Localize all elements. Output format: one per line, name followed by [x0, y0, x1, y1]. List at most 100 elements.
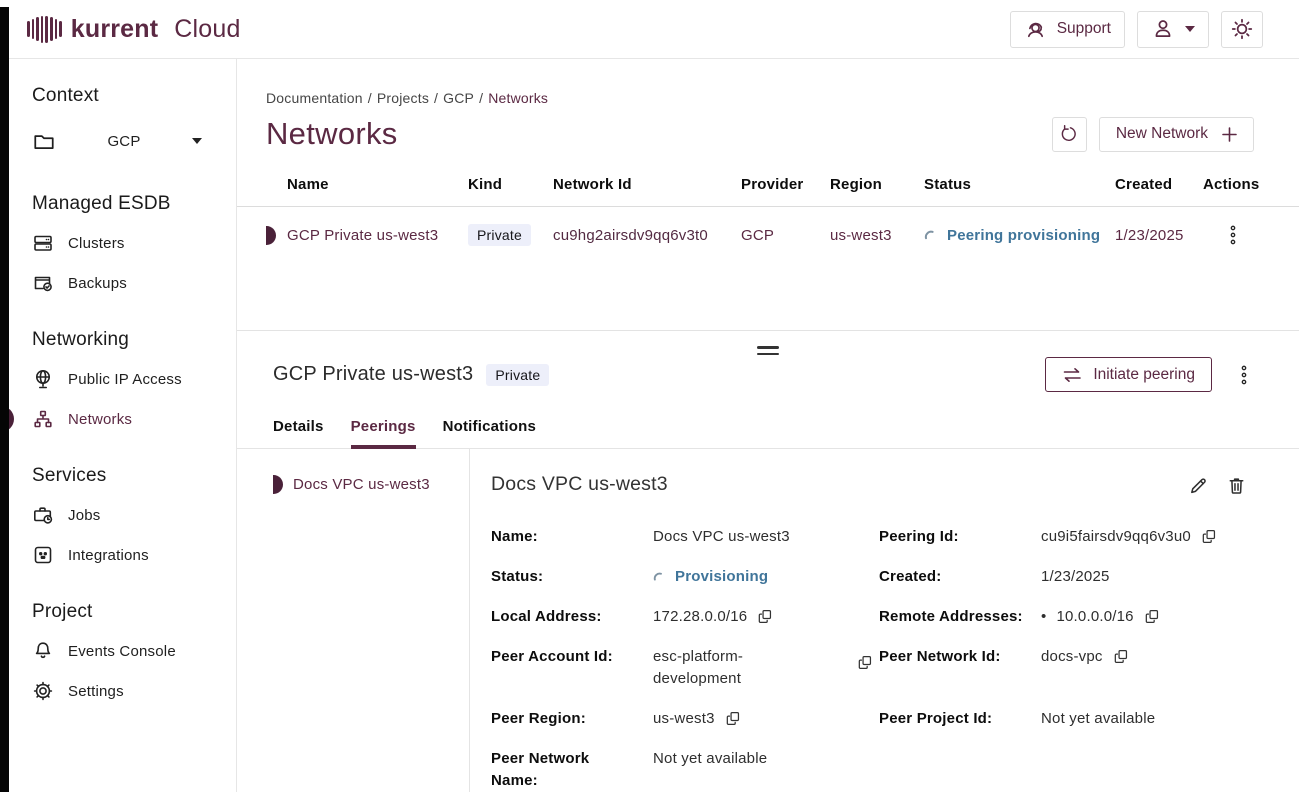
table-row[interactable]: GCP Private us-west3 Private cu9hg2airsd… [237, 207, 1299, 263]
breadcrumb-projects[interactable]: Projects [376, 90, 430, 106]
user-icon [1151, 17, 1175, 41]
folder-icon [32, 129, 56, 153]
edit-peering-button[interactable] [1186, 473, 1211, 498]
jobs-icon [32, 504, 54, 526]
network-name: GCP Private us-west3 [287, 226, 439, 244]
peering-name: Docs VPC us-west3 [293, 476, 430, 493]
field-remote-addresses: Remote Addresses: • 10.0.0.0/16 [879, 606, 1249, 628]
pane-resize-handle[interactable] [755, 344, 781, 357]
copy-icon[interactable] [857, 654, 873, 671]
peering-list-item[interactable]: Docs VPC us-west3 [273, 475, 469, 494]
kurrent-logo-icon [27, 14, 62, 44]
sidebar-item-label: Events Console [68, 642, 176, 660]
breadcrumb-gcp[interactable]: GCP [443, 90, 475, 106]
sun-icon [1230, 17, 1254, 41]
column-header-kind: Kind [468, 176, 503, 193]
globe-icon [32, 368, 54, 390]
column-header-name: Name [287, 176, 329, 193]
sidebar-item-public-ip-access[interactable]: Public IP Access [32, 359, 236, 399]
brand-suffix: Cloud [174, 14, 241, 43]
chevron-down-icon [1185, 26, 1195, 32]
selected-peering-indicator [273, 475, 283, 494]
copy-icon[interactable] [1201, 528, 1217, 545]
sidebar-item-label: Public IP Access [68, 370, 182, 388]
sidebar-item-clusters[interactable]: Clusters [32, 223, 236, 263]
theme-toggle-button[interactable] [1221, 10, 1263, 48]
window-edge-strip [0, 7, 9, 792]
sidebar-item-networks[interactable]: Networks [0, 399, 236, 439]
support-button[interactable]: Support [1009, 10, 1125, 48]
field-status: Status: Provisioning [491, 568, 769, 585]
initiate-peering-label: Initiate peering [1093, 365, 1195, 383]
peering-fields: Name: Docs VPC us-west3 Peering Id: cu9i… [491, 526, 1249, 792]
sidebar-item-label: Integrations [68, 546, 149, 564]
field-name: Name: Docs VPC us-west3 [491, 528, 790, 545]
breadcrumb-documentation[interactable]: Documentation [266, 90, 363, 106]
detail-actions-kebab-button[interactable] [1234, 361, 1254, 389]
sidebar-item-label: Networks [68, 410, 133, 428]
sidebar-item-backups[interactable]: Backups [32, 263, 236, 303]
copy-icon[interactable] [757, 608, 773, 625]
tab-notifications[interactable]: Notifications [442, 418, 536, 435]
sidebar-item-integrations[interactable]: Integrations [32, 535, 236, 575]
copy-icon[interactable] [1144, 608, 1160, 625]
context-selector[interactable]: GCP [32, 115, 212, 167]
field-peer-region: Peer Region: us-west3 [491, 708, 879, 730]
field-created: Created: 1/23/2025 [879, 568, 1110, 585]
user-menu-button[interactable] [1137, 10, 1209, 48]
trash-icon [1226, 475, 1247, 496]
sidebar-item-settings[interactable]: Settings [32, 671, 236, 711]
kurrent-cloud-logo[interactable]: kurrent Cloud [27, 14, 241, 44]
delete-peering-button[interactable] [1224, 473, 1249, 498]
networks-table: Name Kind Network Id Provider Region Sta… [237, 176, 1299, 263]
bell-icon [32, 640, 54, 662]
sidebar-item-label: Jobs [68, 506, 101, 524]
kind-badge: Private [468, 224, 531, 246]
top-bar: kurrent Cloud Support [0, 0, 1299, 59]
context-section-title: Context [32, 85, 99, 106]
status-text: Peering provisioning [947, 226, 1101, 244]
column-header-provider: Provider [741, 176, 804, 193]
column-header-network-id: Network Id [553, 176, 632, 193]
copy-icon[interactable] [725, 710, 741, 727]
field-peering-id: Peering Id: cu9i5fairsdv9qq6v3u0 [879, 526, 1249, 548]
breadcrumb: Documentation / Projects / GCP / Networks [266, 90, 549, 106]
peering-detail: Docs VPC us-west3 [470, 449, 1299, 792]
tab-peerings[interactable]: Peerings [350, 412, 416, 449]
spinner-icon [653, 572, 666, 585]
chevron-down-icon [192, 138, 202, 144]
initiate-peering-button[interactable]: Initiate peering [1045, 357, 1212, 392]
table-header-row: Name Kind Network Id Provider Region Sta… [237, 176, 1299, 207]
support-icon [1024, 18, 1047, 41]
peering-list: Docs VPC us-west3 [237, 449, 470, 792]
detail-kind-badge: Private [486, 363, 550, 386]
networking-section-title: Networking [32, 329, 130, 350]
copy-icon[interactable] [1113, 648, 1129, 665]
page-title: Networks [266, 116, 398, 151]
detail-tabs: Details Peerings Notifications [237, 412, 1299, 449]
column-header-actions: Actions [1203, 176, 1260, 193]
context-value: GCP [107, 132, 141, 150]
refresh-button[interactable] [1051, 116, 1087, 152]
brand-name: kurrent [70, 14, 159, 43]
tab-details[interactable]: Details [273, 418, 324, 435]
row-actions-kebab-button[interactable] [1223, 221, 1243, 249]
managed-esdb-section-title: Managed ESDB [32, 193, 171, 214]
field-peer-network-name: Peer Network Name: Not yet available [491, 750, 768, 789]
spinner-icon [924, 230, 938, 244]
networks-pane: Documentation / Projects / GCP / Networks Netw… [237, 59, 1299, 330]
sidebar-item-events-console[interactable]: Events Console [32, 631, 236, 671]
clusters-icon [32, 232, 54, 254]
network-detail-pane: GCP Private us-west3 Private Initiate pe… [237, 330, 1299, 792]
new-network-button[interactable]: New Network [1098, 116, 1254, 152]
breadcrumb-current: Networks [488, 90, 549, 106]
detail-title: GCP Private us-west3 [273, 363, 474, 385]
sidebar-item-jobs[interactable]: Jobs [32, 495, 236, 535]
peering-heading: Docs VPC us-west3 [491, 473, 668, 495]
created-date: 1/23/2025 [1115, 226, 1184, 244]
new-network-label: New Network [1115, 125, 1208, 142]
refresh-icon [1059, 124, 1079, 144]
gear-icon [32, 680, 54, 702]
services-section-title: Services [32, 465, 107, 486]
integrations-icon [32, 544, 54, 566]
